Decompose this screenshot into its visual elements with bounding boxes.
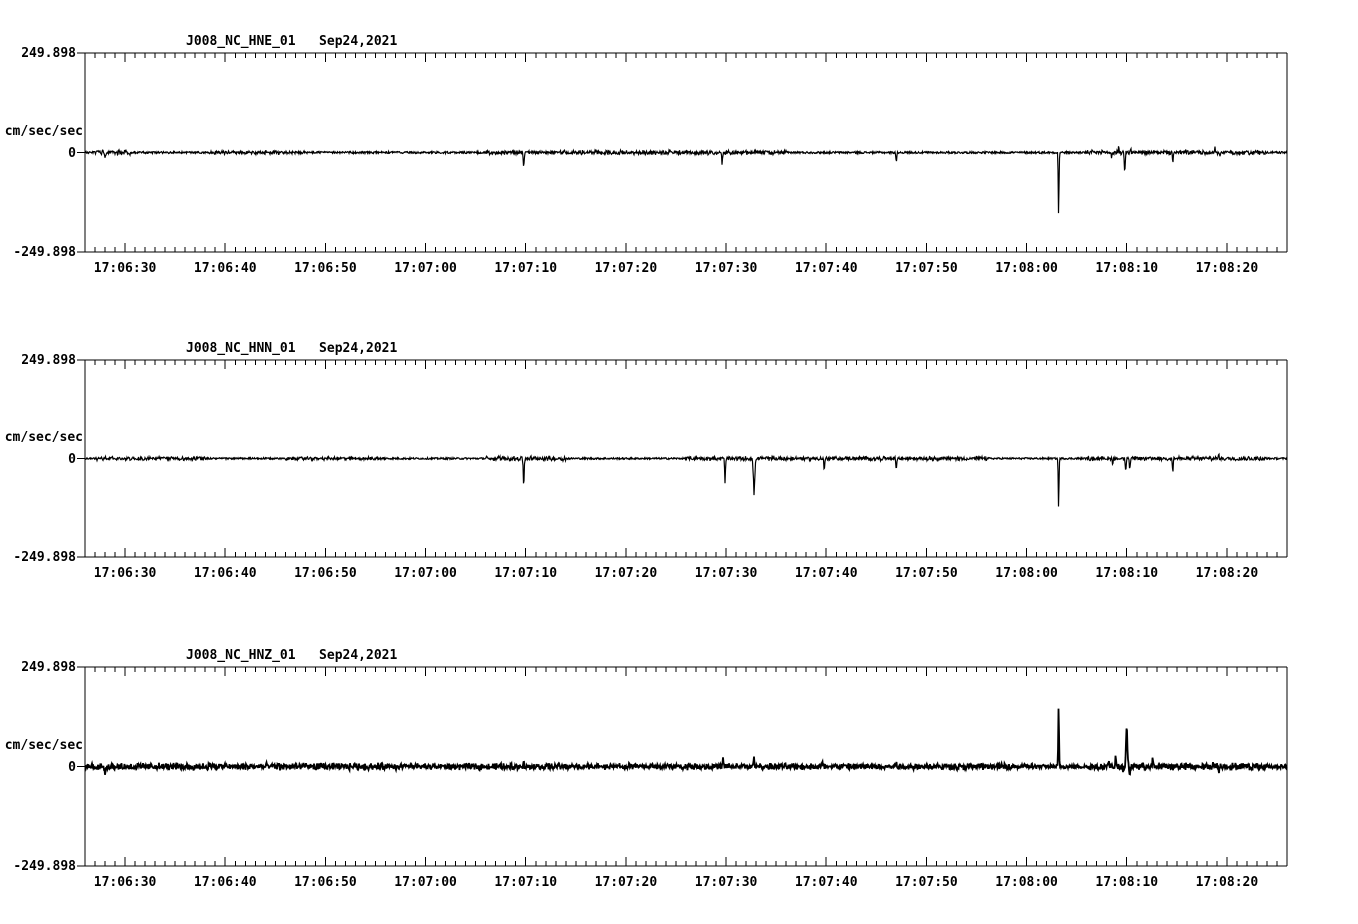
x-axis-tick-label: 17:07:30 <box>694 566 758 581</box>
y-axis-min-label-panel-hnz: -249.898 <box>13 859 76 874</box>
x-axis-tick-label: 17:08:00 <box>995 566 1058 581</box>
y-axis-max-label-panel-hnn: 249.898 <box>21 353 76 368</box>
x-axis-tick-label: 17:08:00 <box>995 261 1058 276</box>
waveform-trace <box>84 146 1288 214</box>
y-axis-zero-label-panel-hnn: 0 <box>68 451 76 467</box>
x-axis-tick-label: 17:07:00 <box>394 566 457 581</box>
x-axis-tick-label: 17:06:50 <box>294 261 357 276</box>
x-axis-tick-label: 17:07:10 <box>494 566 558 581</box>
x-axis-tick-label: 17:06:40 <box>193 566 257 581</box>
x-axis-tick-label: 17:08:10 <box>1095 261 1159 276</box>
x-axis-tick-label: 17:07:10 <box>494 875 558 890</box>
x-axis-tick-label: 17:07:50 <box>895 261 958 276</box>
y-axis-zero-label-panel-hnz: 0 <box>68 759 76 775</box>
x-axis-tick-label: 17:06:50 <box>294 875 357 890</box>
x-axis-tick-label: 17:08:20 <box>1195 875 1259 890</box>
x-axis-tick-label: 17:08:20 <box>1195 566 1259 581</box>
y-axis-unit-label-panel-hnn: cm/sec/sec <box>4 429 83 445</box>
y-axis-min-label-panel-hnn: -249.898 <box>13 550 76 565</box>
y-axis-zero-label-panel-hne: 0 <box>68 145 76 161</box>
y-axis-min-label-panel-hne: -249.898 <box>13 245 76 260</box>
panel-title-panel-hnn: J008_NC_HNN_01 Sep24,2021 <box>186 341 398 356</box>
x-axis-tick-label: 17:06:30 <box>93 566 157 581</box>
x-axis-tick-label: 17:07:00 <box>394 875 457 890</box>
x-axis-tick-label: 17:06:40 <box>193 261 257 276</box>
panel-title-panel-hne: J008_NC_HNE_01 Sep24,2021 <box>186 34 398 49</box>
x-axis-tick-label: 17:08:10 <box>1095 566 1159 581</box>
y-axis-unit-label-panel-hnz: cm/sec/sec <box>4 737 83 753</box>
waveform-trace <box>84 708 1288 776</box>
x-axis-tick-label: 17:07:20 <box>594 875 658 890</box>
x-axis-tick-label: 17:07:20 <box>594 566 658 581</box>
x-axis-tick-label: 17:06:30 <box>93 875 157 890</box>
x-axis-tick-label: 17:07:50 <box>895 566 958 581</box>
x-axis-tick-label: 17:08:00 <box>995 875 1058 890</box>
x-axis-tick-label: 17:07:30 <box>694 261 758 276</box>
y-axis-max-label-panel-hne: 249.898 <box>21 46 76 61</box>
x-axis-tick-label: 17:07:40 <box>794 875 858 890</box>
x-axis-tick-label: 17:08:10 <box>1095 875 1159 890</box>
y-axis-unit-label-panel-hne: cm/sec/sec <box>4 123 83 139</box>
x-axis-tick-label: 17:06:50 <box>294 566 357 581</box>
x-axis-tick-label: 17:07:10 <box>494 261 558 276</box>
x-axis-tick-label: 17:06:40 <box>193 875 257 890</box>
x-axis-tick-label: 17:07:30 <box>694 875 758 890</box>
panel-title-panel-hnz: J008_NC_HNZ_01 Sep24,2021 <box>186 648 398 663</box>
x-axis-tick-label: 17:07:40 <box>794 261 858 276</box>
x-axis-tick-label: 17:07:50 <box>895 875 958 890</box>
x-axis-tick-label: 17:08:20 <box>1195 261 1259 276</box>
x-axis-tick-label: 17:07:20 <box>594 261 658 276</box>
x-axis-tick-label: 17:06:30 <box>93 261 157 276</box>
y-axis-max-label-panel-hnz: 249.898 <box>21 660 76 675</box>
x-axis-tick-label: 17:07:00 <box>394 261 457 276</box>
waveform-trace <box>84 452 1288 507</box>
x-axis-tick-label: 17:07:40 <box>794 566 858 581</box>
